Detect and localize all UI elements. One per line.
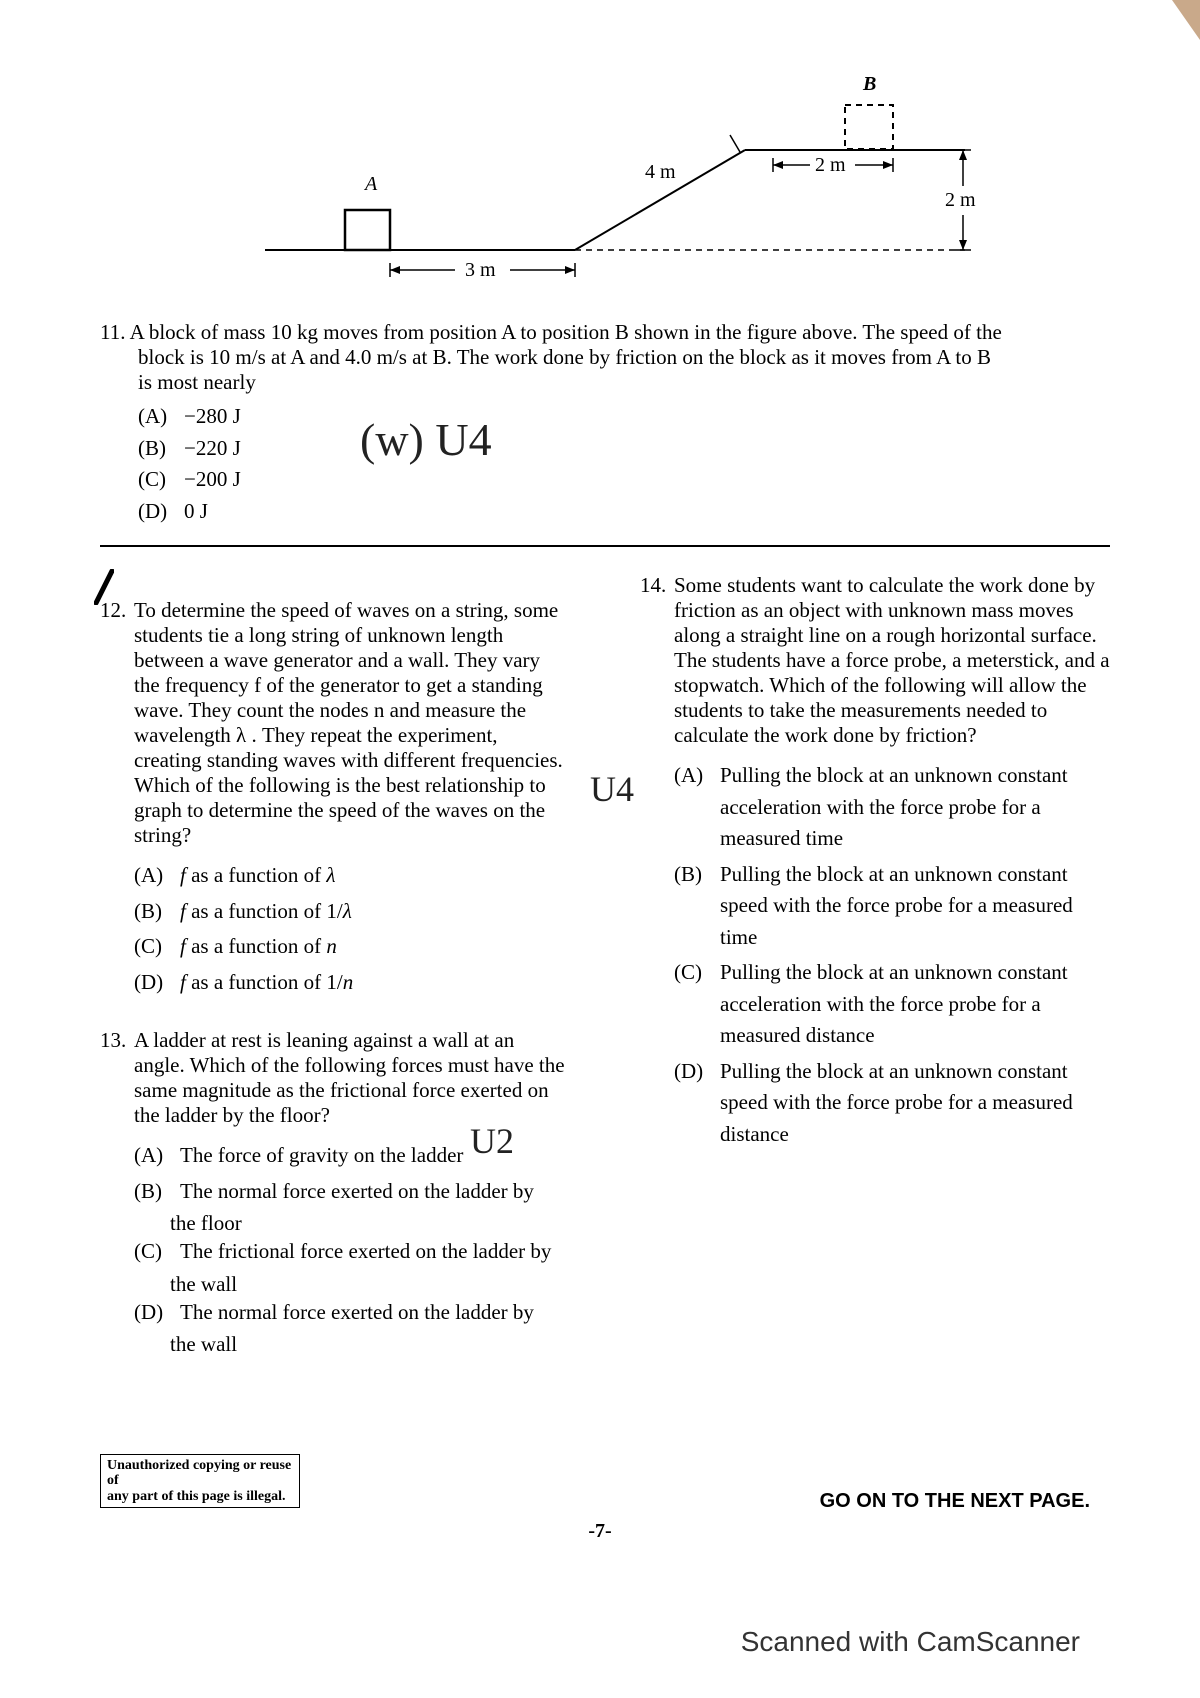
choice-label-B: (B) — [674, 859, 710, 891]
choice-label-C: (C) — [134, 1236, 170, 1268]
page-fold-decoration — [1172, 0, 1200, 40]
page-number: -7- — [588, 1520, 611, 1543]
q11-text-line2: block is 10 m/s at A and 4.0 m/s at B. T… — [138, 345, 1110, 370]
q13-number: 13. — [100, 1028, 134, 1128]
q13-choice-B: The normal force exerted on the ladder b… — [180, 1176, 570, 1208]
dim-2m-v: 2 m — [945, 189, 976, 211]
q12-choice-A: f as a function of λ — [180, 860, 570, 892]
copyright-box: Unauthorized copying or reuse of any par… — [100, 1454, 300, 1508]
q12-text: To determine the speed of waves on a str… — [134, 598, 570, 848]
q12-choices: (A) f as a function of λ (B) f as a functi… — [134, 860, 570, 998]
question-14: 14. Some students want to calculate the … — [640, 573, 1110, 1150]
q12-choice-C: f as a function of n — [180, 931, 570, 963]
right-column: 14. Some students want to calculate the … — [640, 573, 1110, 1387]
label-B: B — [862, 73, 876, 95]
q11-choices: (A) −280 J (B) −220 J (C) −200 J (D) 0 J — [138, 401, 1110, 527]
choice-label-C: (C) — [134, 931, 170, 963]
q12-choice-B: f as a function of 1/λ — [180, 896, 570, 928]
question-11: 11. A block of mass 10 kg moves from pos… — [100, 320, 1110, 527]
choice-label-D: (D) — [134, 967, 170, 999]
q13-choice-D: The normal force exerted on the ladder b… — [180, 1297, 570, 1329]
question-13: 13. A ladder at rest is leaning against … — [100, 1028, 570, 1357]
choice-label-C: (C) — [674, 957, 710, 989]
choice-label-C: (C) — [138, 464, 174, 496]
q13-choice-C: The frictional force exerted on the ladd… — [180, 1236, 570, 1268]
choice-label-A: (A) — [134, 860, 170, 892]
choice-label-B: (B) — [138, 433, 174, 465]
q13-choice-B-cont: the floor — [170, 1211, 570, 1236]
q14-choice-A: Pulling the block at an unknown constant… — [720, 760, 1110, 855]
scanned-watermark: Scanned with CamScanner — [741, 1626, 1080, 1658]
handwriting-q14: U4 — [590, 768, 634, 810]
dim-3m: 3 m — [465, 259, 496, 281]
q14-choices: (A) Pulling the block at an unknown const… — [674, 760, 1110, 1150]
copyright-line2: any part of this page is illegal. — [107, 1489, 293, 1504]
q11-number: 11. — [100, 320, 125, 344]
q14-number: 14. — [640, 573, 674, 748]
choice-label-A: (A) — [134, 1140, 170, 1172]
dim-4m: 4 m — [645, 161, 676, 183]
q13-choice-D-cont: the wall — [170, 1332, 570, 1357]
choice-label-B: (B) — [134, 896, 170, 928]
q11-text-line3: is most nearly — [138, 370, 1110, 395]
q14-choice-C: Pulling the block at an unknown constant… — [720, 957, 1110, 1052]
divider-line — [100, 545, 1110, 547]
choice-label-B: (B) — [134, 1176, 170, 1208]
choice-label-A: (A) — [138, 401, 174, 433]
physics-diagram: A B 3 m 4 m 2 m 2 m — [225, 60, 985, 290]
q14-choice-D: Pulling the block at an unknown constant… — [720, 1056, 1110, 1151]
q13-choices: (A) The force of gravity on the ladder (B… — [134, 1140, 570, 1357]
q14-text: Some students want to calculate the work… — [674, 573, 1110, 748]
q13-choice-A: The force of gravity on the ladder — [180, 1140, 570, 1172]
q14-choice-B: Pulling the block at an unknown constant… — [720, 859, 1110, 954]
q13-text: A ladder at rest is leaning against a wa… — [134, 1028, 570, 1128]
go-on-text: GO ON TO THE NEXT PAGE. — [820, 1490, 1090, 1513]
left-column: 12. 12. To determine the speed of waves … — [100, 573, 570, 1387]
q12-number-visible: 12. — [100, 598, 134, 848]
q11-choice-A: −280 J — [184, 401, 241, 433]
dim-2m-h: 2 m — [815, 154, 846, 176]
q11-choice-C: −200 J — [184, 464, 241, 496]
label-A: A — [363, 173, 378, 195]
q11-choice-D: 0 J — [184, 496, 208, 528]
choice-label-D: (D) — [134, 1297, 170, 1329]
q12-choice-D: f as a function of 1/n — [180, 967, 570, 999]
q13-choice-C-cont: the wall — [170, 1272, 570, 1297]
question-12: 12. 12. To determine the speed of waves … — [100, 573, 570, 998]
choice-label-D: (D) — [138, 496, 174, 528]
q11-text-line1: A block of mass 10 kg moves from positio… — [130, 320, 1002, 344]
choice-label-A: (A) — [674, 760, 710, 792]
choice-label-D: (D) — [674, 1056, 710, 1088]
q11-choice-B: −220 J — [184, 433, 241, 465]
copyright-line1: Unauthorized copying or reuse of — [107, 1458, 293, 1489]
